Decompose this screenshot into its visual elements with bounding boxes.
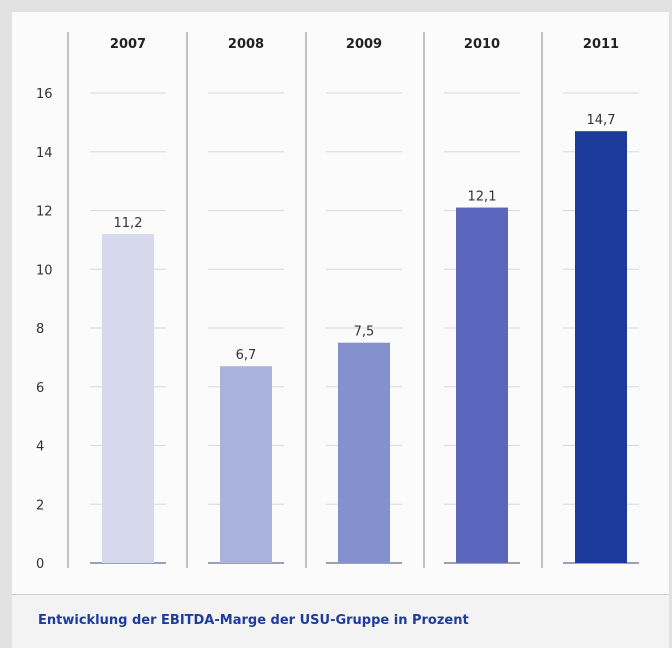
bar-value-label: 12,1 xyxy=(468,190,497,205)
x-category-label: 2010 xyxy=(464,37,500,52)
x-category-label: 2011 xyxy=(583,37,619,52)
y-tick-label: 14 xyxy=(36,146,53,161)
chart-caption: Entwicklung der EBITDA-Marge der USU-Gru… xyxy=(38,613,469,628)
x-category-label: 2009 xyxy=(346,37,382,52)
x-category-label: 2007 xyxy=(110,37,146,52)
bar-chart: 0 2 4 6 8 10 12 14 16 11,2 2007 6,7 2008 7,5 2009 12,1 2… xyxy=(36,32,639,572)
y-tick-label: 0 xyxy=(36,557,44,572)
bar-value-label: 7,5 xyxy=(354,325,375,340)
y-tick-label: 4 xyxy=(36,440,44,455)
chart-plot-area: 0 2 4 6 8 10 12 14 16 11,2 2007 6,7 2008 7,5 2009 12,1 2… xyxy=(12,12,669,594)
y-tick-label: 16 xyxy=(36,87,53,102)
y-tick-label: 2 xyxy=(36,498,44,513)
bar-2011 xyxy=(575,131,627,563)
y-tick-label: 6 xyxy=(36,381,44,396)
bar-value-label: 11,2 xyxy=(114,216,143,231)
bar-2008 xyxy=(220,366,272,563)
bar-value-label: 14,7 xyxy=(587,113,616,128)
y-tick-label: 10 xyxy=(36,263,53,278)
bar-2010 xyxy=(456,207,508,563)
bar-value-label: 6,7 xyxy=(236,348,257,363)
x-category-label: 2008 xyxy=(228,37,264,52)
caption-bar: Entwicklung der EBITDA-Marge der USU-Gru… xyxy=(12,594,669,648)
bar-2009 xyxy=(338,342,390,563)
y-tick-label: 12 xyxy=(36,205,53,220)
bar-2007 xyxy=(102,234,154,563)
y-tick-label: 8 xyxy=(36,322,44,337)
